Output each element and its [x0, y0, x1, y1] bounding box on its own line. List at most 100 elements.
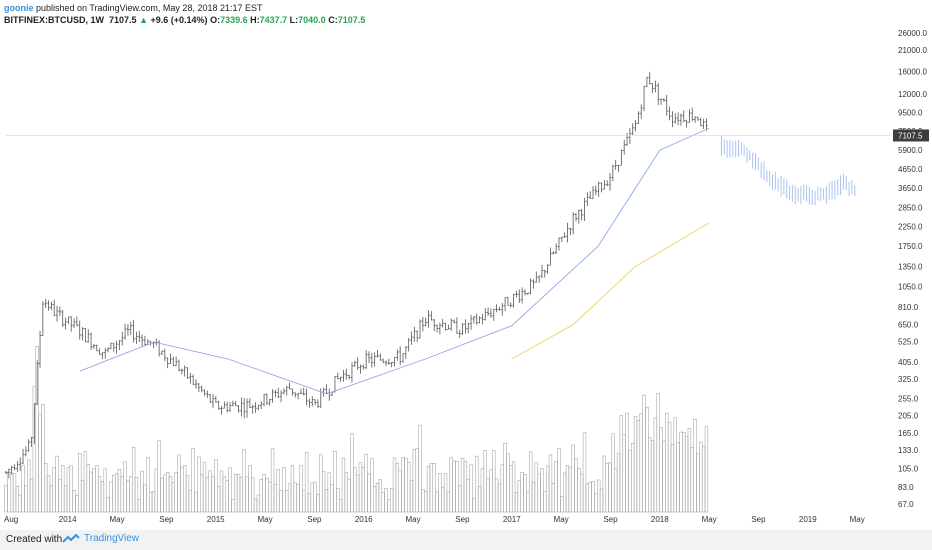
price-bar — [339, 376, 342, 382]
volume-bar — [304, 451, 309, 513]
price-bar — [645, 76, 649, 87]
volume-bar — [696, 452, 700, 513]
volume-bar — [520, 472, 524, 513]
volume-bar — [333, 450, 337, 513]
price-bar — [362, 364, 365, 370]
volume-bar — [336, 488, 340, 513]
price-bar — [172, 356, 175, 367]
volume-bar — [285, 489, 289, 513]
footer-bar: Created with TradingView — [0, 530, 932, 550]
price-bar — [413, 326, 416, 342]
author-name[interactable]: goonie — [4, 3, 34, 13]
price-bar — [356, 357, 359, 370]
price-chart[interactable]: 67.0 83.0 105.0 133.0 165.0 205.0 255.0 325.0 40… — [0, 0, 932, 530]
volume-bar — [27, 459, 31, 513]
volume-bar — [282, 467, 286, 513]
volume-bar — [69, 465, 73, 513]
price-bar — [376, 349, 379, 358]
volume-bar — [387, 499, 391, 513]
price-bar — [631, 123, 634, 135]
volume-bar — [676, 442, 680, 513]
price-bar — [4, 471, 8, 475]
volume-bar — [350, 433, 354, 513]
price-bar — [509, 302, 512, 308]
volume-bar — [404, 457, 408, 513]
tradingview-logo-icon — [62, 533, 80, 543]
price-bar — [55, 305, 59, 322]
price-bar — [109, 342, 113, 350]
price-bar — [427, 310, 430, 328]
price-bar — [393, 357, 396, 367]
close-label: C: — [328, 15, 338, 25]
volume-bar — [15, 485, 20, 513]
tradingview-link[interactable]: TradingView — [62, 533, 139, 544]
price-bar — [189, 372, 192, 384]
volume-bar — [205, 477, 210, 513]
price-bar — [104, 347, 107, 359]
price-bar — [135, 331, 138, 344]
volume-bar — [429, 463, 434, 513]
price-bar — [577, 209, 581, 224]
symbol-label[interactable]: BITFINEX:BTCUSD, 1W — [4, 15, 104, 25]
volume-bar — [24, 485, 28, 513]
volume-bar — [265, 478, 269, 513]
price-bars — [4, 71, 708, 479]
price-bar — [197, 383, 201, 393]
current-price-tag: 7107.5 — [893, 129, 929, 142]
price-bar — [140, 334, 144, 347]
price-bar — [277, 387, 280, 399]
price-bar — [294, 392, 297, 398]
price-bar — [53, 299, 56, 317]
volume-bar — [528, 451, 533, 513]
price-bar — [33, 403, 36, 444]
price-bar — [523, 289, 527, 296]
volume-bar — [21, 464, 25, 513]
volume-bar — [682, 432, 686, 513]
volume-bar — [78, 453, 82, 513]
volume-bar — [591, 481, 595, 513]
volume-bar — [148, 491, 153, 513]
price-bar — [444, 322, 447, 331]
chart-header: goonie published on TradingView.com, May… — [4, 2, 884, 26]
price-bar — [132, 319, 135, 343]
open-label: O: — [210, 15, 221, 25]
volume-bar — [361, 467, 365, 513]
volume-bar — [95, 465, 99, 513]
volume-bar — [239, 477, 244, 513]
price-bar — [121, 331, 124, 346]
volume-bar — [605, 463, 609, 513]
price-bar — [682, 110, 685, 123]
price-bar — [421, 317, 425, 332]
volume-bar — [378, 479, 382, 513]
volume-bar — [579, 473, 584, 513]
volume-bar — [58, 479, 62, 513]
price-bar — [651, 83, 654, 94]
price-bar — [364, 350, 368, 370]
tradingview-brand: TradingView — [84, 533, 140, 544]
price-bar — [271, 389, 274, 403]
price-bar — [214, 395, 218, 403]
price-bar — [288, 382, 291, 390]
price-bar — [381, 358, 385, 364]
volume-bar — [597, 479, 601, 513]
time-axis: Aug 2014 May Sep 2015 May Sep 2016 May Sep 2017 May… — [4, 515, 865, 524]
price-bar — [194, 379, 198, 389]
price-bar — [89, 332, 93, 351]
volume-bar — [424, 491, 428, 513]
volume-bar — [316, 493, 320, 513]
price-bar — [379, 353, 382, 361]
price-bar — [520, 287, 524, 304]
price-bar — [220, 406, 223, 415]
price-bar — [569, 227, 572, 236]
volume-bar — [585, 483, 590, 513]
volume-bar — [656, 392, 660, 513]
price-bar — [257, 404, 260, 411]
volume-bar — [160, 477, 164, 513]
price-bar — [688, 109, 691, 123]
price-bar — [345, 368, 348, 380]
volume-bar — [197, 456, 201, 513]
price-bar — [41, 301, 45, 337]
price-bar — [268, 398, 271, 406]
moving-averages — [6, 127, 890, 395]
price-bar — [299, 388, 303, 394]
